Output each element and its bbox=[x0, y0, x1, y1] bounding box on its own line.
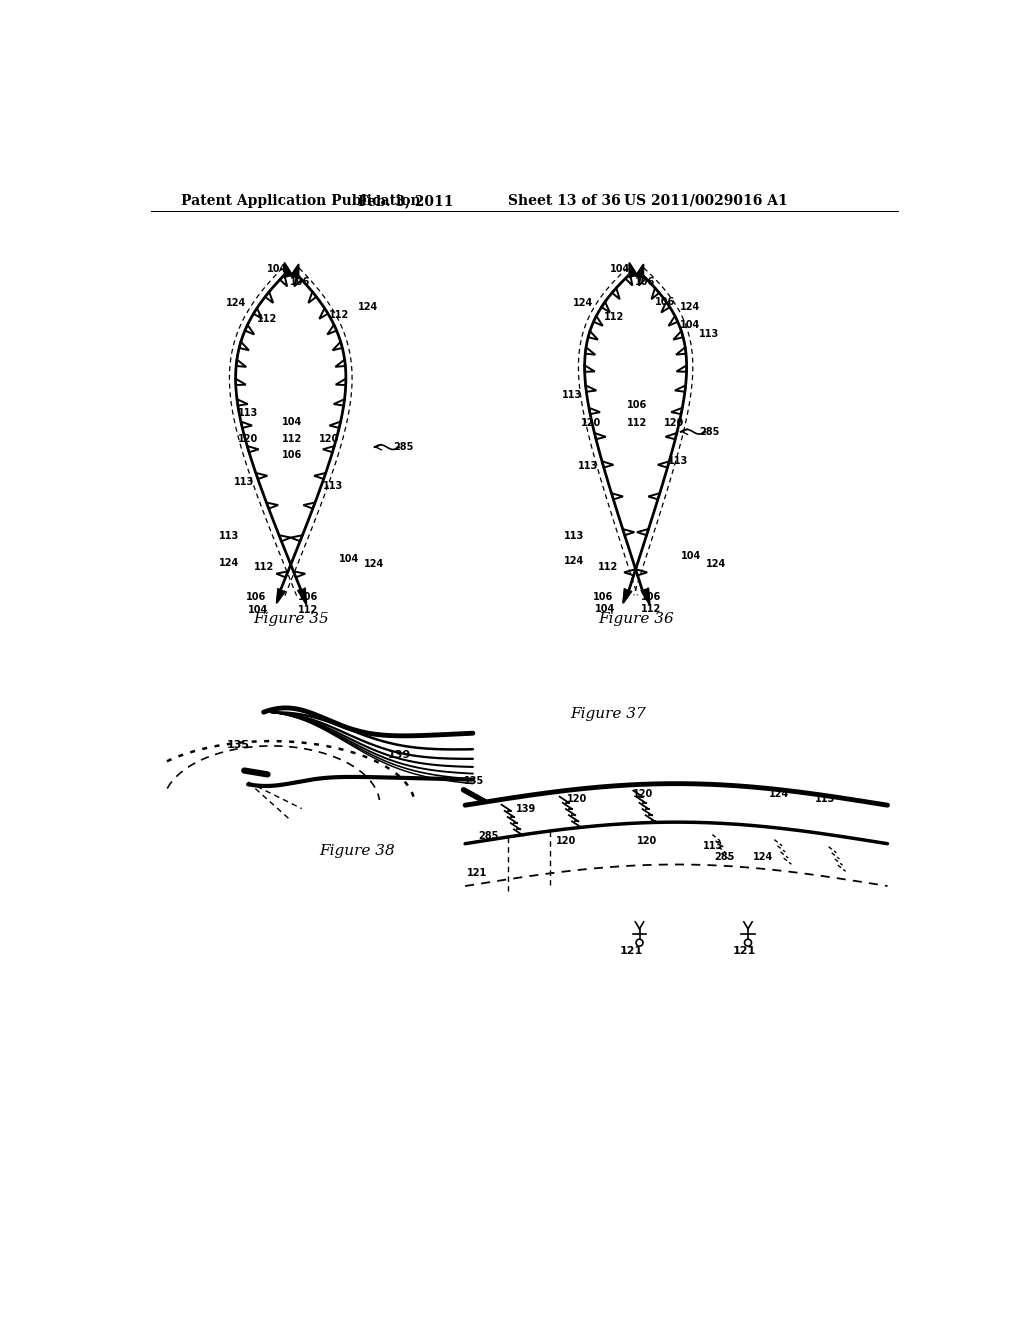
Text: 106: 106 bbox=[635, 277, 655, 286]
Text: US 2011/0029016 A1: US 2011/0029016 A1 bbox=[624, 194, 787, 207]
Text: 124: 124 bbox=[226, 298, 247, 308]
Text: 120: 120 bbox=[238, 434, 258, 445]
Text: 120: 120 bbox=[567, 795, 588, 804]
Text: 113: 113 bbox=[562, 389, 583, 400]
Text: 139: 139 bbox=[516, 804, 537, 814]
Text: 112: 112 bbox=[604, 312, 624, 322]
Text: 124: 124 bbox=[769, 788, 790, 799]
Text: 104: 104 bbox=[681, 552, 701, 561]
Text: 121: 121 bbox=[621, 946, 643, 957]
Text: 104: 104 bbox=[283, 417, 302, 426]
Text: 113: 113 bbox=[703, 841, 723, 851]
Text: 121: 121 bbox=[467, 869, 486, 878]
Polygon shape bbox=[624, 589, 631, 603]
Polygon shape bbox=[636, 264, 643, 279]
Text: Figure 36: Figure 36 bbox=[598, 612, 674, 626]
Text: Feb. 3, 2011: Feb. 3, 2011 bbox=[357, 194, 454, 207]
Polygon shape bbox=[298, 589, 306, 605]
Text: 120: 120 bbox=[319, 434, 340, 445]
Text: 106: 106 bbox=[627, 400, 647, 409]
Text: 113: 113 bbox=[815, 795, 836, 804]
Text: 106: 106 bbox=[283, 450, 302, 459]
Polygon shape bbox=[285, 263, 292, 277]
Text: Sheet 13 of 36: Sheet 13 of 36 bbox=[508, 194, 621, 207]
Text: 104: 104 bbox=[248, 606, 268, 615]
Text: 120: 120 bbox=[633, 788, 653, 799]
Text: 104: 104 bbox=[595, 603, 614, 614]
Text: 106: 106 bbox=[641, 593, 662, 602]
Text: 124: 124 bbox=[680, 302, 700, 312]
Text: 124: 124 bbox=[563, 556, 584, 566]
Text: 113: 113 bbox=[578, 462, 598, 471]
Text: 113: 113 bbox=[238, 408, 258, 417]
Text: 104: 104 bbox=[610, 264, 630, 273]
Text: 113: 113 bbox=[219, 531, 239, 541]
Polygon shape bbox=[642, 589, 649, 605]
Text: 124: 124 bbox=[219, 557, 239, 568]
Text: 113: 113 bbox=[699, 329, 720, 339]
Text: 139: 139 bbox=[388, 750, 411, 760]
Text: 112: 112 bbox=[257, 314, 278, 323]
Text: 113: 113 bbox=[234, 477, 254, 487]
Text: 121: 121 bbox=[732, 946, 756, 957]
Text: 120: 120 bbox=[665, 417, 684, 428]
Text: 124: 124 bbox=[358, 302, 379, 312]
Text: 124: 124 bbox=[754, 851, 773, 862]
Text: Patent Application Publication: Patent Application Publication bbox=[180, 194, 420, 207]
Text: Figure 38: Figure 38 bbox=[318, 845, 394, 858]
Polygon shape bbox=[276, 589, 285, 603]
Text: 106: 106 bbox=[655, 297, 675, 306]
Text: 113: 113 bbox=[324, 480, 343, 491]
Text: Figure 35: Figure 35 bbox=[253, 612, 329, 626]
Polygon shape bbox=[291, 264, 299, 279]
Text: 285: 285 bbox=[393, 442, 414, 453]
Text: 120: 120 bbox=[637, 837, 657, 846]
Text: 285: 285 bbox=[715, 851, 735, 862]
Text: 112: 112 bbox=[627, 417, 647, 428]
Text: 112: 112 bbox=[598, 561, 618, 572]
Polygon shape bbox=[630, 263, 637, 277]
Text: 285: 285 bbox=[699, 426, 720, 437]
Text: 104: 104 bbox=[266, 264, 287, 273]
Text: Figure 37: Figure 37 bbox=[570, 708, 646, 721]
Text: 124: 124 bbox=[707, 560, 726, 569]
Text: 112: 112 bbox=[298, 606, 317, 615]
Text: 124: 124 bbox=[365, 560, 385, 569]
Text: 113: 113 bbox=[563, 531, 584, 541]
Text: 135: 135 bbox=[464, 776, 484, 785]
Text: 285: 285 bbox=[478, 832, 499, 841]
Text: 106: 106 bbox=[290, 277, 310, 286]
Text: 135: 135 bbox=[226, 741, 250, 750]
Text: 106: 106 bbox=[298, 593, 317, 602]
Text: 112: 112 bbox=[254, 561, 273, 572]
Text: 113: 113 bbox=[668, 455, 688, 466]
Text: 112: 112 bbox=[329, 310, 349, 319]
Text: 112: 112 bbox=[641, 603, 662, 614]
Text: 106: 106 bbox=[593, 593, 613, 602]
Text: 104: 104 bbox=[339, 554, 359, 564]
Text: 104: 104 bbox=[680, 319, 700, 330]
Text: 106: 106 bbox=[246, 593, 266, 602]
Text: 112: 112 bbox=[283, 434, 302, 445]
Text: 120: 120 bbox=[581, 417, 601, 428]
Text: 120: 120 bbox=[556, 837, 575, 846]
Text: 124: 124 bbox=[572, 298, 593, 308]
